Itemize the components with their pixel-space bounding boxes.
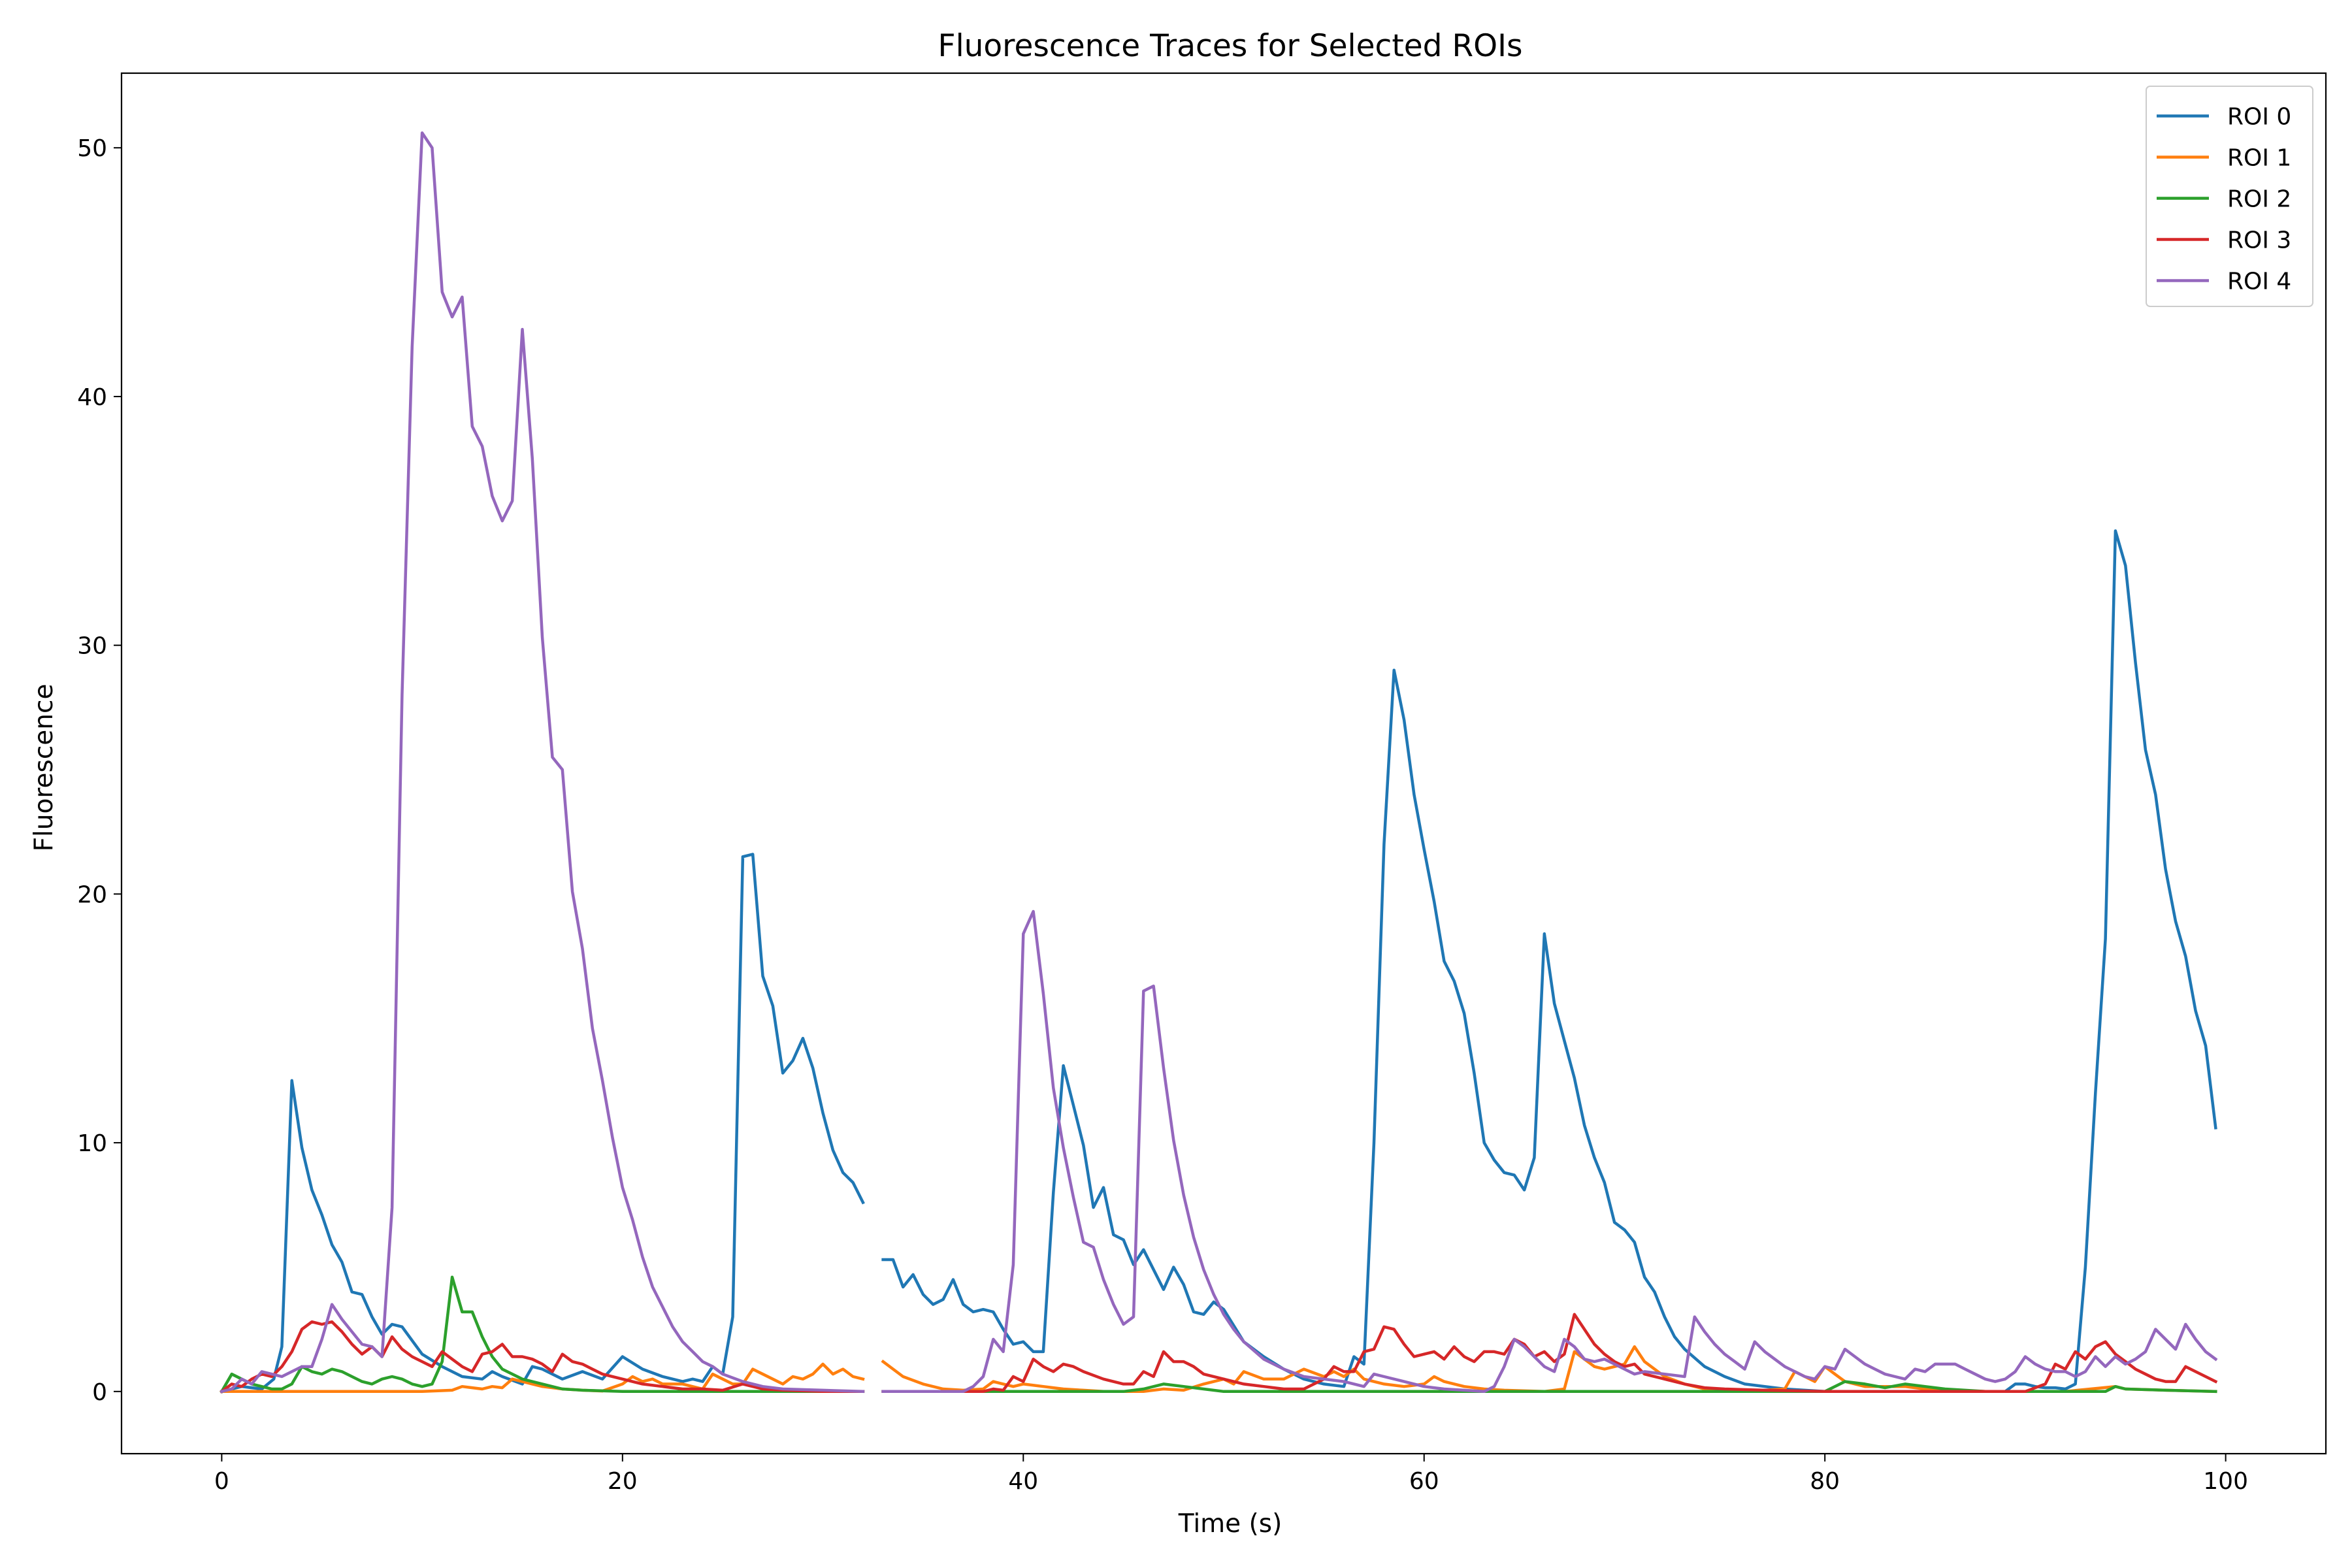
legend-box: [2146, 86, 2313, 307]
legend: ROI 0 ROI 1 ROI 2 ROI 3 ROI 4: [2146, 86, 2313, 307]
x-axis-label: Time (s): [1178, 1509, 1282, 1539]
chart-title: Fluorescence Traces for Selected ROIs: [938, 28, 1523, 64]
plot-frame: [120, 72, 2327, 1455]
x-tick-label: 100: [2203, 1468, 2248, 1495]
x-tick-label: 0: [214, 1468, 229, 1495]
series-line-roi-3: [220, 1313, 2218, 1394]
x-tick-label: 20: [608, 1468, 638, 1495]
x-tick-label: 80: [1810, 1468, 1840, 1495]
x-tick-label: 60: [1409, 1468, 1439, 1495]
y-tick-label: 10: [77, 1130, 107, 1157]
x-axis: 0 20 40 60 80 100: [214, 1454, 2248, 1495]
y-tick-label: 50: [77, 135, 107, 162]
y-axis: 0 10 20 30 40 50: [77, 135, 122, 1406]
legend-label: ROI 4: [2227, 269, 2291, 295]
x-tick-label: 40: [1008, 1468, 1038, 1495]
y-tick-label: 20: [77, 881, 107, 908]
y-tick-label: 40: [77, 384, 107, 411]
legend-label: ROI 3: [2227, 227, 2291, 254]
legend-label: ROI 0: [2227, 104, 2291, 131]
series-line-roi-2: [220, 1275, 2217, 1394]
y-tick-label: 30: [77, 633, 107, 660]
y-axis-label: Fluorescence: [29, 684, 59, 852]
legend-label: ROI 2: [2227, 186, 2291, 213]
plot-area: [120, 72, 2327, 1455]
legend-label: ROI 1: [2227, 145, 2291, 172]
series-line-roi-4: [220, 131, 2218, 1394]
y-tick-label: 0: [92, 1379, 107, 1406]
series-line-roi-0: [220, 529, 2217, 1394]
